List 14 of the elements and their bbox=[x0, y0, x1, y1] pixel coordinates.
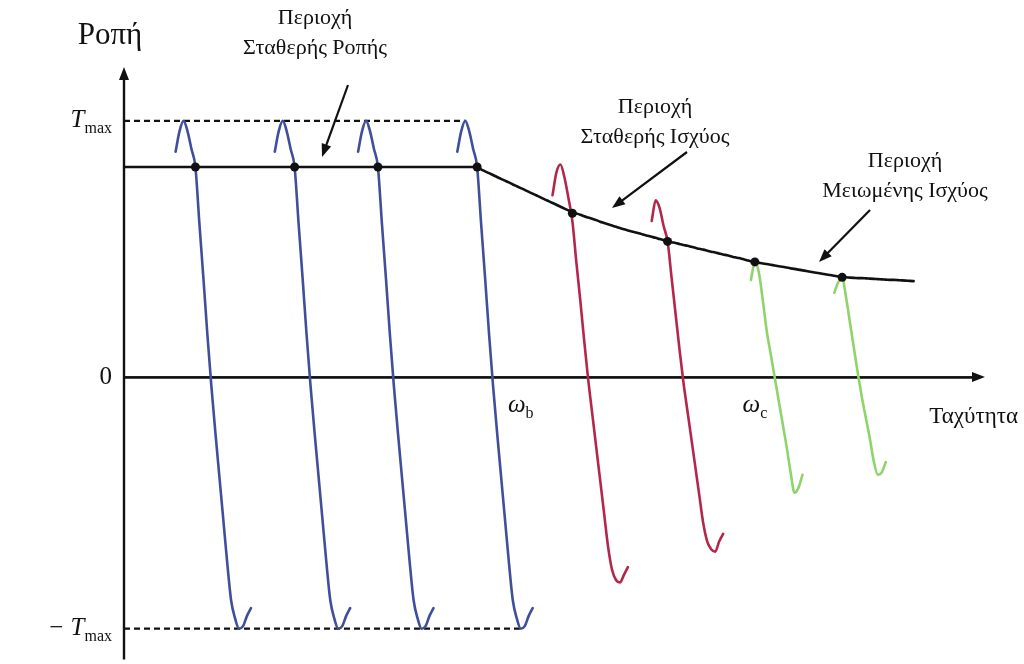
text: Περιοχή Σταθερής Ροπής bbox=[243, 3, 388, 59]
point bbox=[190, 162, 200, 172]
point bbox=[290, 162, 300, 172]
ref-line-label: 0 bbox=[99, 361, 112, 389]
annotation: Περιοχή Μειωμένης Ισχύος bbox=[822, 146, 989, 202]
point bbox=[373, 162, 383, 172]
point bbox=[663, 236, 673, 246]
point bbox=[472, 162, 482, 172]
y-axis-title: Ροπή bbox=[77, 16, 143, 52]
x-axis-title: Ταχύτητα bbox=[929, 403, 1019, 429]
point bbox=[837, 272, 847, 282]
point bbox=[567, 208, 577, 218]
annotation: Περιοχή Σταθερής Ισχύος bbox=[580, 92, 730, 148]
point bbox=[750, 257, 760, 267]
